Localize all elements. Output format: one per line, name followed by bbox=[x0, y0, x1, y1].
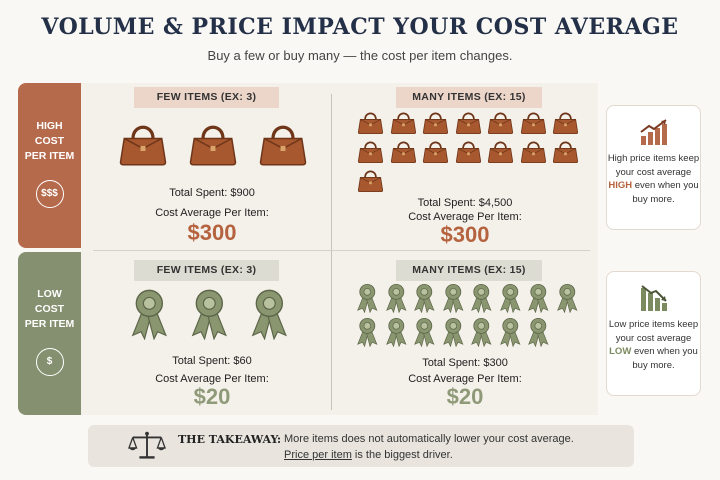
cost-average-value: $300 bbox=[187, 220, 237, 245]
ribbon-icon bbox=[414, 283, 435, 313]
handbag-icon bbox=[189, 125, 237, 166]
ribbon-icon bbox=[442, 283, 463, 313]
handbag-icon bbox=[520, 112, 546, 135]
handbag-icon bbox=[390, 112, 416, 135]
ribbon-icon bbox=[131, 289, 167, 340]
side-label-line: COST bbox=[34, 135, 65, 147]
takeaway-banner: THE TAKEAWAY: More items does not automa… bbox=[88, 425, 634, 467]
ribbon-icon bbox=[556, 283, 577, 313]
ribbon-icon bbox=[471, 317, 492, 347]
handbag-icon bbox=[455, 141, 481, 164]
ribbon-icon bbox=[499, 283, 520, 313]
ribbon-icon bbox=[385, 283, 406, 313]
ribbon-icon bbox=[251, 289, 287, 340]
total-spent: Total Spent: $4,500 bbox=[417, 197, 513, 209]
note-emphasis: HIGH bbox=[608, 180, 633, 191]
high-cost-side-label: HIGH COST PER ITEM $$$ bbox=[18, 83, 81, 248]
dollar-circle-icon: $ bbox=[35, 348, 64, 376]
horizontal-divider bbox=[93, 250, 590, 251]
ribbon-icon bbox=[385, 317, 406, 347]
ribbon-icon bbox=[528, 283, 549, 313]
note-text: even when you buy more. bbox=[632, 346, 698, 371]
ribbon-icon bbox=[414, 317, 435, 347]
handbag-icon bbox=[552, 141, 579, 164]
dollar-circle-icon: $$$ bbox=[35, 180, 64, 208]
many-items-chip: MANY ITEMS (EX: 15) bbox=[396, 87, 542, 108]
cost-average-value: $300 bbox=[440, 222, 490, 247]
ribbon-icon bbox=[471, 283, 492, 313]
cost-average-label: Cost Average Per Item: bbox=[408, 373, 522, 385]
note-text: High price items keep your cost average bbox=[607, 153, 700, 178]
ribbon-icon bbox=[442, 317, 463, 347]
handbag-icon bbox=[487, 112, 514, 135]
high-price-note: High price items keep your cost average … bbox=[606, 105, 701, 230]
cost-average-value: $20 bbox=[446, 384, 484, 409]
side-label-line: HIGH bbox=[36, 120, 63, 132]
ribbon-icon bbox=[357, 317, 378, 347]
ribbon-icon bbox=[357, 283, 378, 313]
note-text: even when you buy more. bbox=[632, 180, 699, 205]
handbag-icon bbox=[357, 170, 384, 193]
takeaway-underlined: Price per item bbox=[284, 449, 352, 461]
few-items-chip: FEW ITEMS (EX: 3) bbox=[134, 260, 279, 281]
cost-average-label: Cost Average Per Item: bbox=[155, 373, 269, 385]
ribbon-icon-group bbox=[128, 288, 298, 340]
handbag-icon-group bbox=[118, 121, 308, 173]
note-text: Low price items keep your cost average bbox=[608, 319, 699, 344]
ribbon-icon bbox=[499, 317, 520, 347]
cost-average-label: Cost Average Per Item: bbox=[408, 211, 522, 223]
side-label-line: COST bbox=[34, 303, 65, 315]
total-spent: Total Spent: $900 bbox=[169, 187, 255, 199]
page-subtitle: Buy a few or buy many — the cost per ite… bbox=[207, 48, 513, 63]
total-spent: Total Spent: $300 bbox=[422, 357, 508, 369]
takeaway-label: THE TAKEAWAY: bbox=[178, 433, 282, 446]
handbag-icon bbox=[357, 112, 384, 135]
takeaway-line-2: Price per item is the biggest driver. bbox=[284, 449, 453, 461]
handbag-icon-group bbox=[357, 110, 587, 195]
scale-icon bbox=[128, 431, 166, 459]
handbag-icon bbox=[390, 141, 416, 164]
handbag-icon bbox=[259, 125, 307, 166]
page-title: VOLUME & PRICE IMPACT YOUR COST AVERAGE bbox=[41, 14, 679, 40]
note-emphasis: LOW bbox=[609, 346, 632, 357]
handbag-icon bbox=[422, 112, 449, 135]
takeaway-rest: is the biggest driver. bbox=[351, 449, 453, 461]
handbag-icon bbox=[520, 141, 546, 164]
chart-up-icon bbox=[639, 119, 667, 145]
ribbon-icon bbox=[528, 317, 549, 347]
handbag-icon bbox=[487, 141, 514, 164]
ribbon-icon-group bbox=[355, 283, 590, 351]
total-spent: Total Spent: $60 bbox=[172, 355, 252, 367]
ribbon-icon bbox=[191, 289, 227, 340]
few-items-chip: FEW ITEMS (EX: 3) bbox=[134, 87, 279, 108]
handbag-icon bbox=[357, 141, 384, 164]
handbag-icon bbox=[552, 112, 579, 135]
handbag-icon bbox=[455, 112, 481, 135]
vertical-divider bbox=[331, 94, 332, 410]
handbag-icon bbox=[422, 141, 449, 164]
many-items-chip: MANY ITEMS (EX: 15) bbox=[396, 260, 542, 281]
side-label-line: PER ITEM bbox=[24, 150, 75, 162]
side-label-line: LOW bbox=[37, 288, 62, 300]
takeaway-line-1: More items does not automatically lower … bbox=[284, 433, 574, 445]
side-label-line: PER ITEM bbox=[24, 318, 75, 330]
chart-down-icon bbox=[640, 285, 667, 311]
cost-average-label: Cost Average Per Item: bbox=[155, 207, 269, 219]
cost-average-value: $20 bbox=[193, 384, 231, 409]
comparison-panel bbox=[81, 83, 598, 415]
low-price-note: Low price items keep your cost average L… bbox=[606, 271, 701, 396]
handbag-icon bbox=[119, 125, 167, 166]
low-cost-side-label: LOW COST PER ITEM $ bbox=[18, 252, 81, 415]
